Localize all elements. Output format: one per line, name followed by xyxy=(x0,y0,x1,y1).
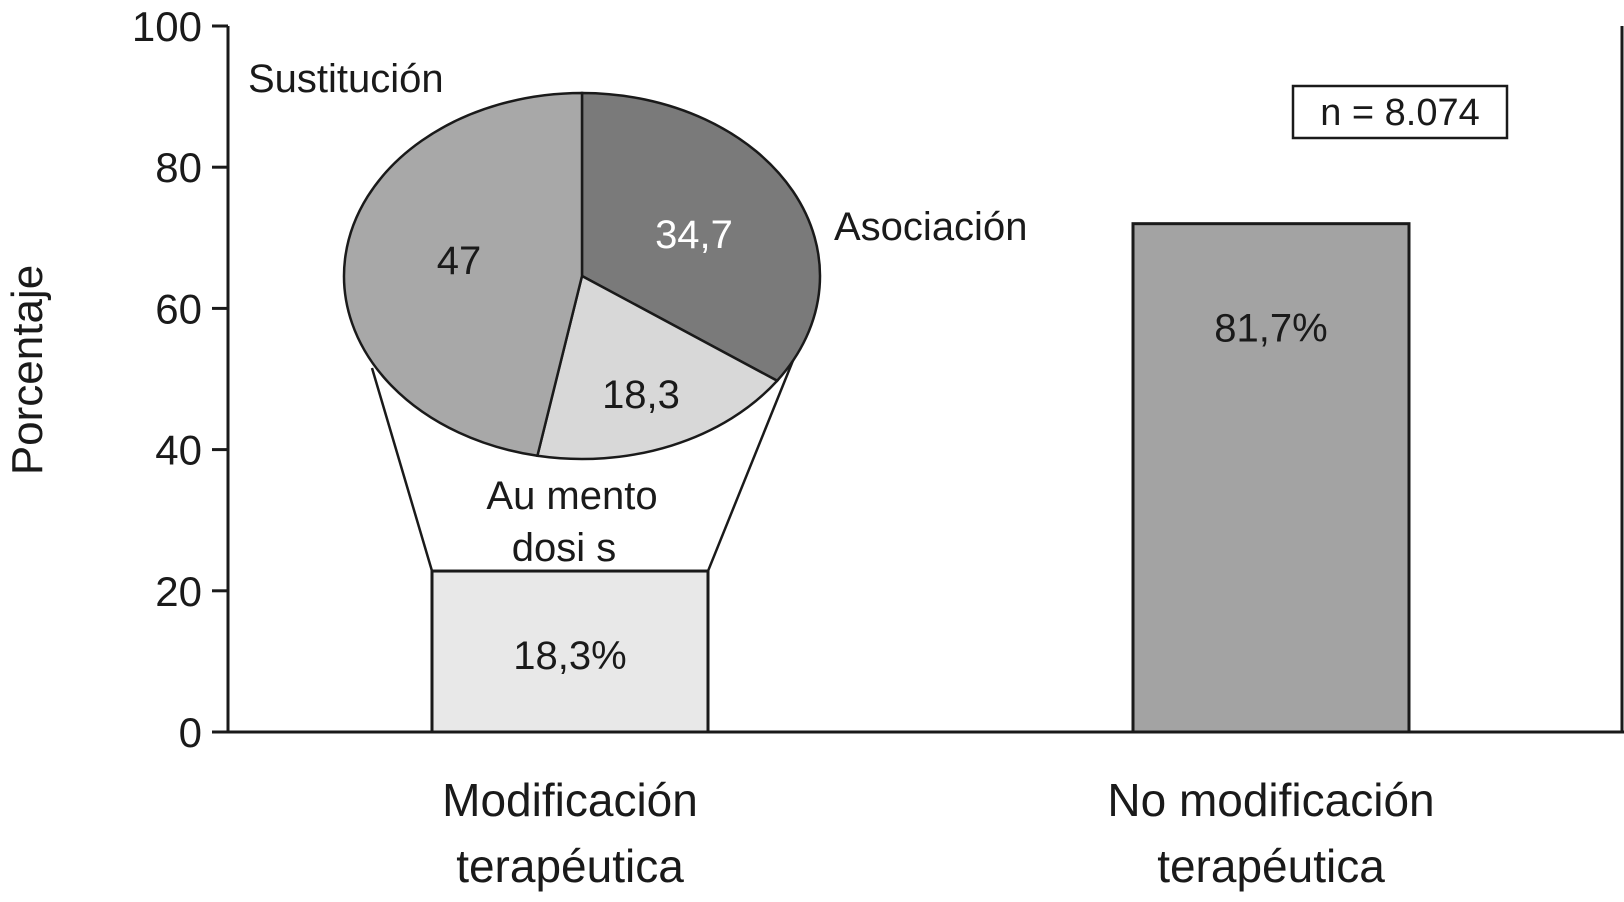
y-tick-label: 60 xyxy=(155,285,202,332)
chart-labels: 18,3% Modificación terapéutica 81,7% No modi… xyxy=(248,57,1435,892)
pie-slice-name: Sustitución xyxy=(248,57,444,101)
annotation-text: n = 8.074 xyxy=(1320,92,1480,134)
y-tick-label: 100 xyxy=(132,3,202,50)
bars xyxy=(430,222,1411,734)
annotation-box: n = 8.074 xyxy=(1291,84,1509,140)
y-tick-label: 0 xyxy=(179,709,202,756)
pie-slice-name: Au mento xyxy=(486,474,657,518)
pie-slice xyxy=(342,91,584,458)
pie-slice xyxy=(535,274,780,461)
pie-slice-name: dosi s xyxy=(512,526,617,570)
pie-slice xyxy=(580,91,822,383)
y-tick-label: 40 xyxy=(155,427,202,474)
x-category-label: Modificación xyxy=(442,774,698,826)
bar xyxy=(1131,222,1411,734)
pie-slice-name: Asociación xyxy=(834,205,1027,249)
y-tick-label: 80 xyxy=(155,144,202,191)
bar-value-label: 18,3% xyxy=(513,634,626,678)
connector-line xyxy=(706,357,796,572)
y-tick-label: 20 xyxy=(155,568,202,615)
pie-connector-lines xyxy=(370,357,796,572)
connector-line xyxy=(370,367,434,572)
x-category-label: terapéutica xyxy=(456,840,684,892)
bar xyxy=(430,569,710,734)
pie-slice-value: 47 xyxy=(437,239,482,283)
pie-breakdown xyxy=(342,91,822,461)
bar-value-label: 81,7% xyxy=(1214,307,1327,351)
pie-slice-value: 18,3 xyxy=(602,373,680,417)
y-axis-title: Porcentaje xyxy=(3,265,52,475)
pie-slice-value: 34,7 xyxy=(655,213,733,257)
x-category-label: terapéutica xyxy=(1157,840,1385,892)
x-category-label: No modificación xyxy=(1107,774,1434,826)
